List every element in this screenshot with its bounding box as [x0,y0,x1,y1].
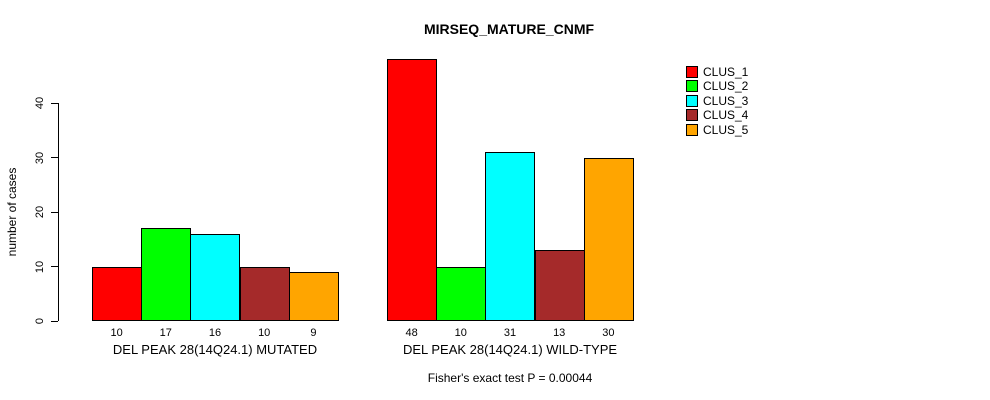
chart-title: MIRSEQ_MATURE_CNMF [423,21,595,37]
bar-value-label: 10 [258,327,271,339]
y-axis-tick-label: 10 [34,260,46,273]
bar-clus_2-group2 [436,266,487,321]
bar-clus_1-group1 [92,266,142,321]
bar-clus_4-group1 [239,266,290,321]
bar-value-label: 9 [310,327,317,339]
bar-value-label: 13 [553,327,566,339]
legend-swatch-clus_4 [686,109,698,122]
legend-label-clus_4: CLUS_4 [703,108,749,123]
bar-value-label: 48 [405,327,418,339]
y-axis-tick-label: 30 [34,151,46,164]
legend-swatch-clus_5 [686,123,698,136]
y-axis-tick-label: 40 [34,96,46,110]
fisher-test-annotation: Fisher's exact test P = 0.00044 [427,371,593,385]
bar-value-label: 31 [503,327,517,339]
group-label: DEL PEAK 28(14Q24.1) MUTATED [112,342,318,357]
bar-clus_1-group2 [387,59,437,321]
y-axis-tick-label: 20 [34,205,46,219]
bar-clus_3-group1 [190,233,241,321]
legend-label-clus_5: CLUS_5 [703,122,749,137]
bar-value-label: 17 [159,327,172,339]
bar-value-label: 16 [208,327,222,339]
y-axis-tick [51,102,58,104]
bar-value-label: 10 [110,327,123,339]
bar-clus_3-group2 [485,152,536,321]
y-axis-tick [51,320,58,322]
y-axis-tick-label: 0 [34,317,46,325]
y-axis-tick [51,211,58,213]
legend-swatch-clus_1 [686,66,698,78]
legend-swatch-clus_3 [686,94,698,107]
group-label: DEL PEAK 28(14Q24.1) WILD-TYPE [402,342,618,357]
legend-label-clus_1: CLUS_1 [703,65,749,79]
bar-clus_4-group2 [534,250,585,321]
y-axis-tick [51,157,58,158]
y-axis-line [58,103,59,321]
y-axis-label: number of cases [5,167,19,257]
bar-clus_5-group1 [288,271,339,321]
y-axis-tick [51,266,58,267]
legend-label-clus_2: CLUS_2 [703,79,749,94]
bar-clus_5-group2 [583,157,634,321]
bar-value-label: 10 [454,327,467,339]
bar-clus_2-group1 [141,228,192,321]
legend-label-clus_3: CLUS_3 [703,93,749,108]
bar-value-label: 30 [602,327,615,339]
legend-swatch-clus_2 [686,80,698,93]
